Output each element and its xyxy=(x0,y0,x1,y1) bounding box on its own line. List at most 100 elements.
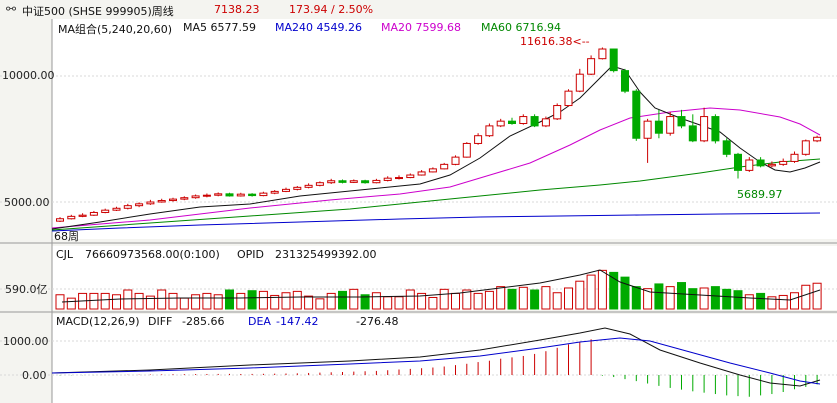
candle-body xyxy=(632,90,641,139)
instrument-title: 中证500 (SHSE 999905)周线 xyxy=(22,5,174,18)
candle-body xyxy=(338,180,347,183)
candle-body xyxy=(711,116,720,142)
candle-body xyxy=(101,209,110,213)
diff-value: -285.66 xyxy=(182,315,225,328)
volume-bar xyxy=(417,292,427,310)
diff-label: DIFF xyxy=(148,315,173,328)
volume-bar xyxy=(710,286,720,310)
volume-series xyxy=(55,269,822,310)
candle-body xyxy=(575,73,584,92)
price-change: 173.94 / 2.50% xyxy=(289,3,374,16)
candle-body xyxy=(666,116,675,134)
macd-dea-line xyxy=(51,337,821,385)
candle-body xyxy=(56,218,64,222)
candle-body xyxy=(508,120,516,125)
candle-body xyxy=(395,177,403,180)
dea-label: DEA xyxy=(248,315,271,328)
volume-bar xyxy=(677,282,686,310)
ma-indicator-label[interactable]: MA组合(5,240,20,60) xyxy=(58,23,173,36)
low-annotation: 5689.97 xyxy=(737,188,783,201)
volume-bar xyxy=(100,292,110,310)
volume-bar xyxy=(338,290,347,310)
volume-bar xyxy=(439,288,449,310)
link-icon[interactable]: ⚯ xyxy=(6,2,17,16)
candle-body xyxy=(643,120,652,139)
volume-bar xyxy=(778,294,788,310)
candle-body xyxy=(248,193,257,197)
high-annotation: 11616.38<-- xyxy=(520,35,590,48)
volume-bar xyxy=(270,294,280,310)
period-label: 68周 xyxy=(54,230,79,243)
volume-bar xyxy=(473,292,483,310)
opid-value: 231325499392.00 xyxy=(275,248,377,261)
volume-bar xyxy=(258,290,268,310)
dea-value: -147.42 xyxy=(276,315,319,328)
macd-value: -276.48 xyxy=(356,315,399,328)
volume-bar xyxy=(145,295,155,310)
candle-body xyxy=(587,58,596,75)
volume-bar xyxy=(168,292,178,310)
volume-bar xyxy=(518,286,528,310)
volume-bar xyxy=(236,292,246,310)
candle-body xyxy=(621,70,629,92)
candle-body xyxy=(361,180,370,184)
candle-body xyxy=(304,184,313,188)
volume-bar xyxy=(722,288,732,310)
volume-bar xyxy=(66,297,76,310)
candle-body xyxy=(541,118,550,127)
candle-body xyxy=(327,180,336,184)
volume-indicator-label[interactable]: CJL xyxy=(56,248,74,261)
candle-body xyxy=(214,193,223,196)
candle-body xyxy=(428,168,437,173)
candle-body xyxy=(293,186,302,190)
candle-body xyxy=(451,156,460,165)
volume-bar xyxy=(428,296,438,310)
candle-body xyxy=(722,140,731,155)
volume-bar xyxy=(744,294,754,310)
candle-body xyxy=(700,116,709,142)
macd-indicator-label[interactable]: MACD(12,26,9) xyxy=(56,315,140,328)
candle-body xyxy=(372,179,381,184)
volume-bar xyxy=(812,282,822,310)
candle-body xyxy=(270,190,279,194)
volume-bar xyxy=(371,292,381,310)
volume-bar xyxy=(89,292,99,310)
candle-body xyxy=(745,159,754,171)
candle-body xyxy=(756,159,765,167)
candle-body xyxy=(474,135,483,144)
last-price: 7138.23 xyxy=(214,3,260,16)
candle-body xyxy=(417,171,426,176)
volume-bar xyxy=(496,286,506,310)
volume-bar xyxy=(609,271,619,310)
volume-bar xyxy=(179,297,189,310)
ma240-legend: MA240 4549.26 xyxy=(275,21,362,34)
volume-bar xyxy=(349,288,359,310)
volume-bar xyxy=(360,294,370,310)
macd-histogram xyxy=(59,339,818,397)
candle-body xyxy=(123,205,132,209)
candle-body xyxy=(191,195,200,199)
volume-bar xyxy=(315,298,325,310)
candle-body xyxy=(67,215,76,220)
candle-body xyxy=(259,192,268,197)
volume-bar xyxy=(191,294,201,310)
volume-bar xyxy=(631,286,641,310)
volume-bar xyxy=(123,289,133,310)
candle-body xyxy=(135,203,144,207)
candle-body xyxy=(790,153,799,162)
volume-bar xyxy=(507,288,517,310)
volume-bar xyxy=(643,288,653,310)
candle-body xyxy=(462,142,471,158)
volume-bar xyxy=(665,286,675,310)
candle-body xyxy=(406,174,415,179)
candle-body xyxy=(598,48,607,60)
volume-bar xyxy=(733,290,743,310)
candle-body xyxy=(180,197,189,200)
candle-body xyxy=(688,125,697,142)
candle-body xyxy=(801,140,810,155)
candle-body xyxy=(485,125,494,137)
volume-bar xyxy=(756,292,766,310)
volume-bar xyxy=(484,290,494,310)
volume-ma-line xyxy=(61,269,821,303)
